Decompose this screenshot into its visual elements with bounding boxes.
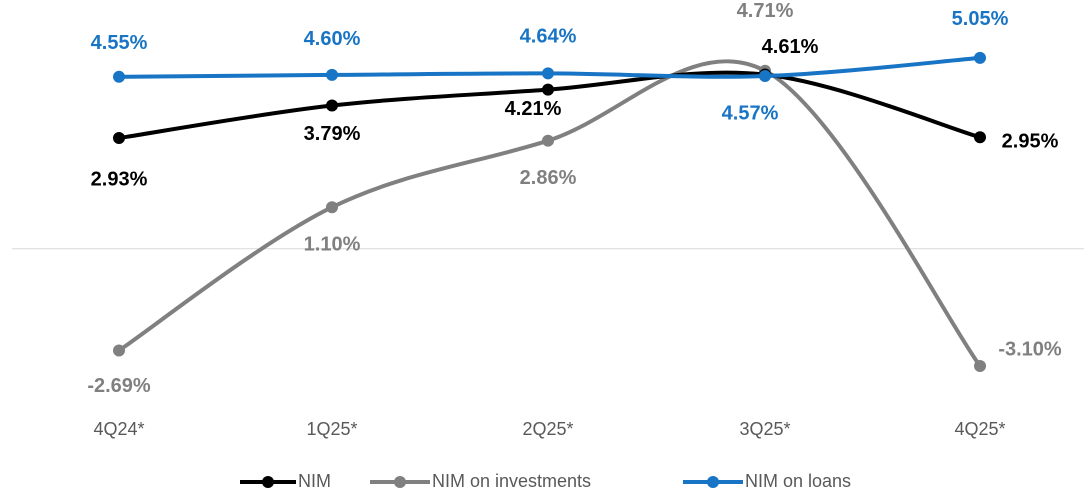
value-label: 4.64% xyxy=(520,26,577,48)
value-label: 4.71% xyxy=(737,0,794,22)
marker xyxy=(113,344,125,357)
marker xyxy=(326,201,338,214)
marker xyxy=(113,70,125,83)
x-tick-label: 2Q25* xyxy=(522,419,573,439)
x-tick-label: 3Q25* xyxy=(739,419,790,439)
marker xyxy=(542,134,554,147)
value-label: 2.86% xyxy=(520,167,577,189)
marker xyxy=(759,70,771,83)
legend-marker xyxy=(707,476,719,488)
marker xyxy=(542,83,554,96)
series-line xyxy=(117,59,982,368)
value-label: 4.21% xyxy=(505,98,562,120)
marker xyxy=(974,359,986,372)
x-tick-label: 4Q24* xyxy=(93,419,144,439)
value-label: -2.69% xyxy=(87,375,151,397)
marker xyxy=(113,132,125,145)
value-label: 5.05% xyxy=(952,8,1009,30)
marker xyxy=(326,99,338,112)
value-label: 4.60% xyxy=(304,28,361,50)
value-label: 2.95% xyxy=(1002,131,1059,153)
marker xyxy=(326,68,338,81)
x-tick-label: 4Q25* xyxy=(954,419,1005,439)
value-label: 2.93% xyxy=(91,168,148,190)
marker xyxy=(542,67,554,80)
legend-marker xyxy=(394,476,406,488)
x-tick-label: 1Q25* xyxy=(306,419,357,439)
value-label: 4.55% xyxy=(91,32,148,54)
value-label: 1.10% xyxy=(304,234,361,256)
value-label: -3.10% xyxy=(998,338,1062,360)
legend-label: NIM on loans xyxy=(745,471,851,491)
legend-label: NIM xyxy=(298,471,331,491)
value-label: 3.79% xyxy=(304,123,361,145)
marker xyxy=(974,51,986,64)
value-label: 4.61% xyxy=(762,36,819,58)
legend-marker xyxy=(262,476,274,488)
legend-label: NIM on investments xyxy=(432,471,591,491)
marker xyxy=(974,131,986,144)
value-label: 4.57% xyxy=(722,102,779,124)
